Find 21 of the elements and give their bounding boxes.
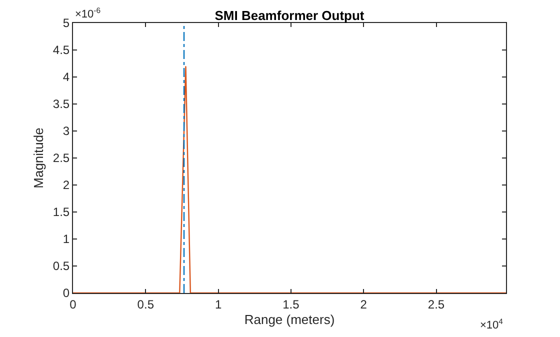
x-tick-label: 2: [360, 297, 368, 312]
text: ×10$^{-6}$: [75, 6, 101, 21]
x-tick-label: 2.5: [428, 297, 445, 312]
y-tick-label: 0: [62, 286, 70, 300]
y-tick-label: 4.5: [52, 43, 70, 58]
x-tick-label: 1.5: [282, 297, 300, 312]
y-tick-label: 1: [62, 232, 70, 246]
x-tick-label: 1: [214, 297, 222, 312]
y-tick-label: 2.5: [52, 151, 70, 166]
y-tick-label: 3.5: [52, 97, 70, 112]
y-tick-label: 2: [62, 178, 70, 192]
x-tick-label: 0.5: [137, 297, 154, 312]
y-axis-title: Magnitude: [30, 128, 46, 188]
chart-title: SMI Beamformer Output: [214, 8, 365, 23]
y-tick-label: 1.5: [52, 205, 70, 220]
text: ×10$^{4}$: [480, 317, 504, 332]
y-tick-label: 5: [62, 16, 70, 30]
y-tick-label: 4: [62, 70, 70, 84]
x-axis-title: Range (meters): [244, 312, 335, 327]
y-tick-label: 3: [62, 124, 70, 138]
y-tick-label: 0.5: [52, 259, 70, 274]
